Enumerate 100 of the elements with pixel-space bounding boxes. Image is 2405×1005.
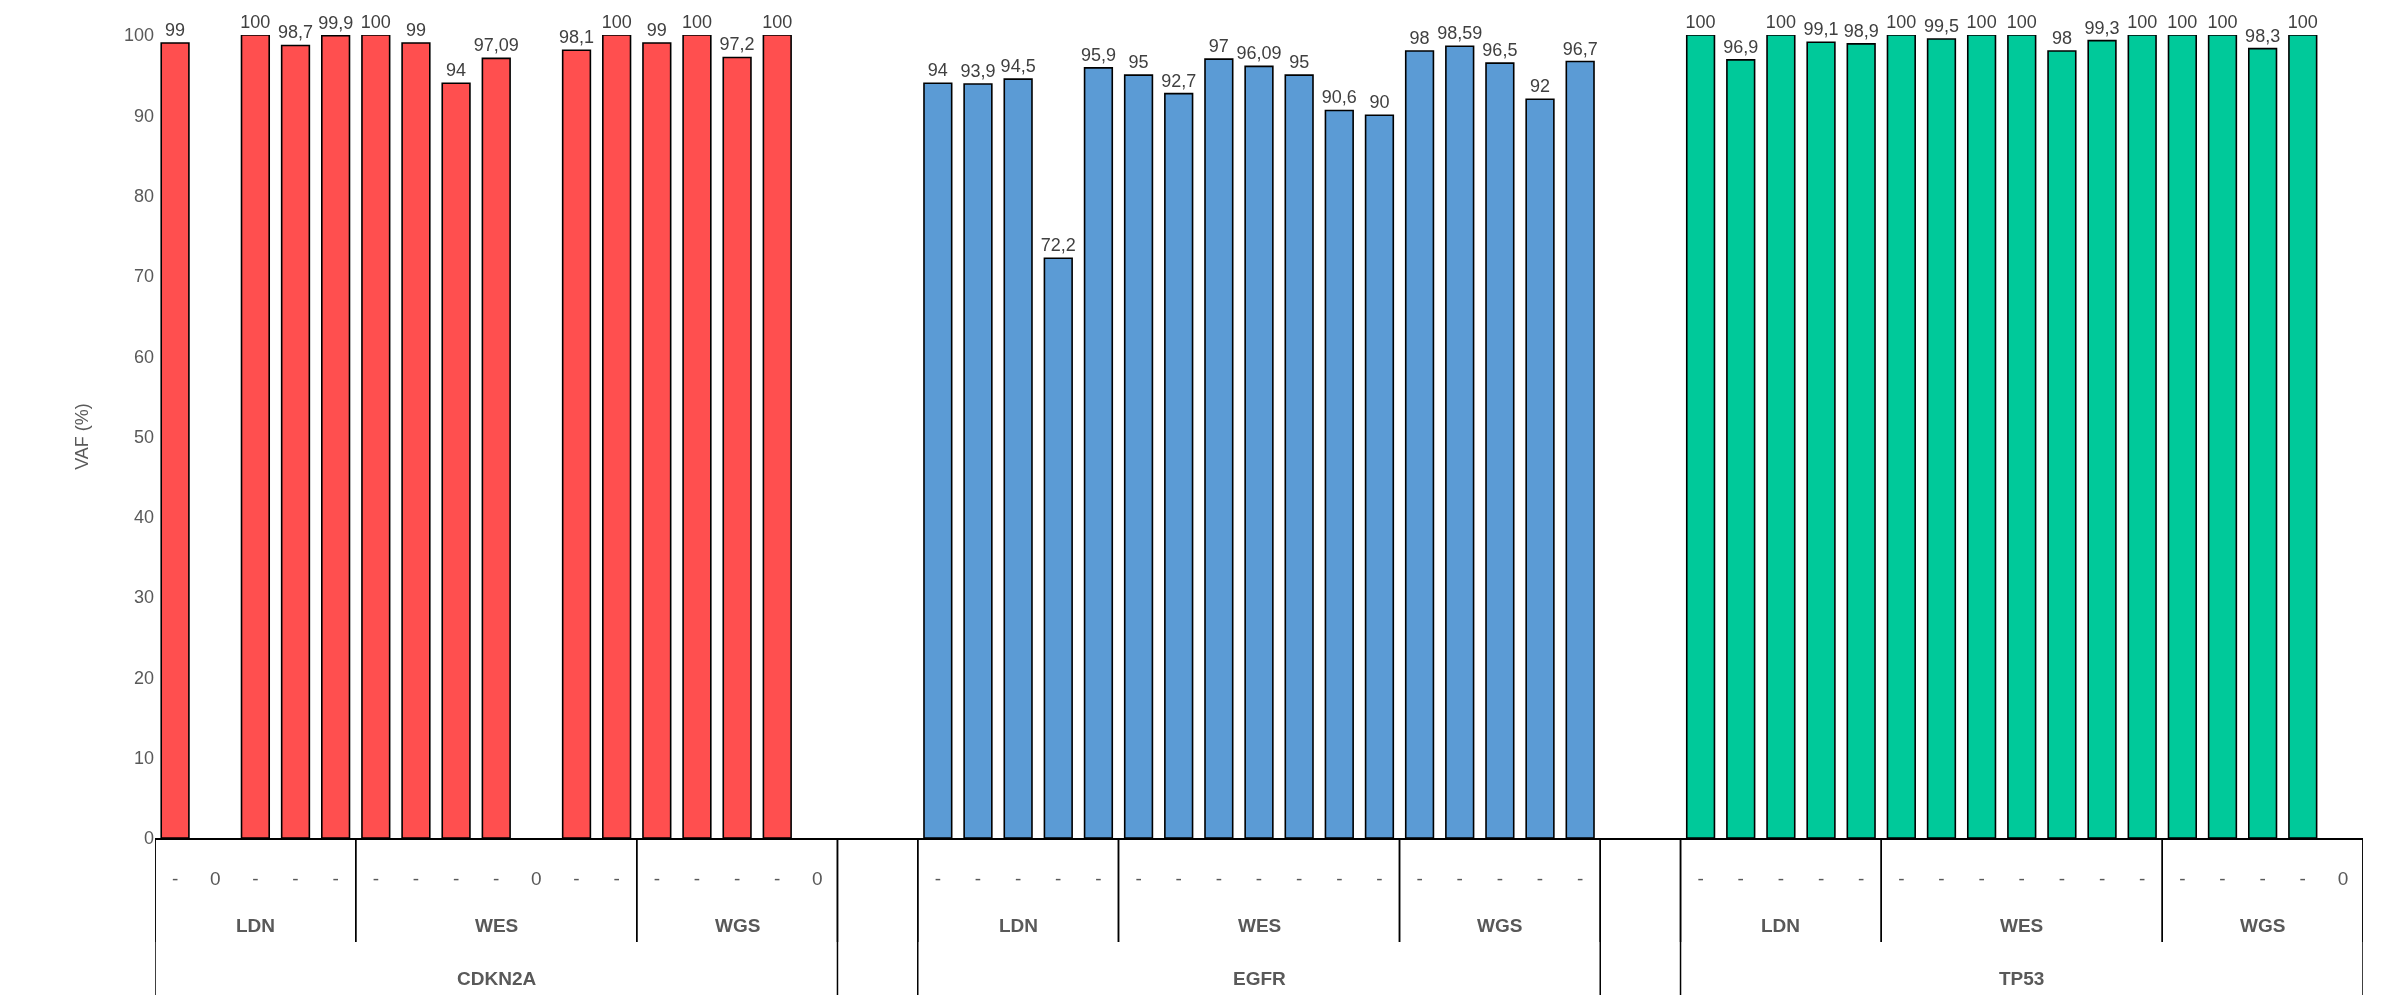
text: LDN (1761, 915, 1801, 936)
x-tick-label: - (1336, 867, 1343, 889)
x-tick-label: - (1055, 867, 1062, 889)
x-tick-label: - (1175, 867, 1182, 889)
x-tick-label: - (1978, 867, 1985, 889)
x-tick-label: - (2139, 867, 2146, 889)
x-tick-label: - (171, 867, 179, 889)
x-tick-label: - (974, 867, 982, 889)
data-label: 99 (405, 20, 426, 41)
data-label: 99,9 (318, 12, 354, 33)
y-tick-label: 0 (143, 828, 154, 849)
data-label: 99,3 (2084, 17, 2120, 38)
x-tick-label: - (2058, 867, 2066, 889)
y-tick-label: 80 (133, 185, 154, 206)
data-label: 98,9 (1843, 20, 1879, 41)
x-tick-label: - (1295, 867, 1303, 889)
data-label: 100 (1886, 12, 1917, 32)
data-label: 93,9 (960, 60, 996, 81)
x-tick-label: - (1095, 867, 1102, 889)
data-label: 98,59 (1437, 23, 1483, 44)
y-tick-label: 20 (133, 667, 154, 688)
data-label: 96,5 (1482, 40, 1518, 61)
x-tick-label: - (292, 867, 299, 889)
x-tick-label: - (1817, 867, 1825, 889)
x-tick-label: 0 (531, 867, 542, 889)
data-label: 100 (681, 12, 712, 32)
data-label: 100 (1966, 12, 1997, 32)
data-label: 100 (240, 12, 271, 32)
x-tick-label: - (1215, 867, 1223, 889)
text: WES (2000, 915, 2044, 936)
x-tick-label: - (2299, 867, 2306, 889)
data-label: 92 (1530, 76, 1551, 97)
data-label: 95,9 (1080, 44, 1116, 65)
x-tick-label: - (693, 867, 701, 889)
data-label: 96,7 (1562, 38, 1598, 59)
data-label: 98 (1409, 28, 1430, 49)
x-tick-label: - (372, 867, 379, 889)
text: TP53 (1999, 968, 2045, 989)
data-label: 100 (601, 12, 632, 32)
x-tick-label: - (2018, 867, 2025, 889)
x-tick-label: - (2259, 867, 2266, 889)
y-tick-label: 100 (123, 25, 154, 46)
x-tick-label: - (412, 867, 420, 889)
y-tick-label: 30 (133, 587, 154, 608)
x-tick-label: - (1496, 867, 1504, 889)
data-label: 98 (2051, 28, 2072, 49)
x-tick-label: - (1416, 867, 1423, 889)
x-tick-label: - (1737, 867, 1744, 889)
data-label: 94 (927, 60, 948, 81)
x-tick-label: - (1536, 867, 1544, 889)
x-tick-label: - (1376, 867, 1383, 889)
x-tick-label: - (2219, 867, 2226, 889)
data-label: 72,2 (1040, 235, 1076, 256)
y-tick-label: 50 (133, 426, 154, 447)
x-tick-label: - (1577, 867, 1584, 889)
y-tick-label: 10 (133, 748, 154, 768)
y-tick-label: 40 (133, 507, 154, 528)
x-tick-label: - (934, 867, 941, 889)
text: LDN (236, 915, 276, 936)
text: CDKN2A (457, 968, 537, 989)
text: WES (1238, 915, 1282, 936)
x-tick-label: 0 (2337, 867, 2349, 889)
text: EGFR (1233, 968, 1287, 989)
text: WGS (715, 915, 761, 936)
x-tick-label: - (1777, 867, 1785, 889)
x-tick-label: - (1898, 867, 1905, 889)
x-tick-label: - (1938, 867, 1945, 889)
x-tick-label: - (452, 867, 460, 889)
data-label: 99 (165, 20, 186, 41)
data-label: 96,9 (1723, 36, 1759, 57)
data-label: 98,1 (559, 27, 595, 48)
x-tick-label: - (774, 867, 781, 889)
x-tick-label: - (1135, 867, 1142, 889)
data-label: 100 (1765, 12, 1796, 32)
x-tick-label: - (1014, 867, 1022, 889)
data-label: 90 (1369, 92, 1390, 113)
data-label: 92,7 (1161, 70, 1197, 91)
x-tick-label: - (613, 867, 620, 889)
data-label: 100 (1685, 12, 1716, 32)
x-tick-label: - (493, 867, 500, 889)
x-tick-label: - (2179, 867, 2186, 889)
x-tick-label: - (1697, 867, 1704, 889)
data-label: 95 (1128, 52, 1149, 73)
x-tick-label: - (2098, 867, 2106, 889)
data-label: 97 (1208, 36, 1229, 57)
x-tick-label: 0 (812, 867, 823, 889)
x-tick-label: - (252, 867, 259, 889)
data-label: 97,2 (719, 34, 755, 55)
data-label: 100 (2167, 12, 2198, 32)
x-tick-label: - (1858, 867, 1865, 889)
x-tick-label: - (332, 867, 339, 889)
text: WES (475, 915, 519, 936)
data-label: 99,1 (1803, 19, 1839, 40)
data-label: 100 (2207, 12, 2238, 32)
data-label: 99 (646, 20, 667, 41)
text: WGS (2240, 915, 2286, 936)
text: LDN (999, 915, 1039, 936)
x-tick-label: - (573, 867, 580, 889)
x-tick-label: 0 (209, 867, 221, 889)
data-label: 100 (360, 12, 391, 32)
